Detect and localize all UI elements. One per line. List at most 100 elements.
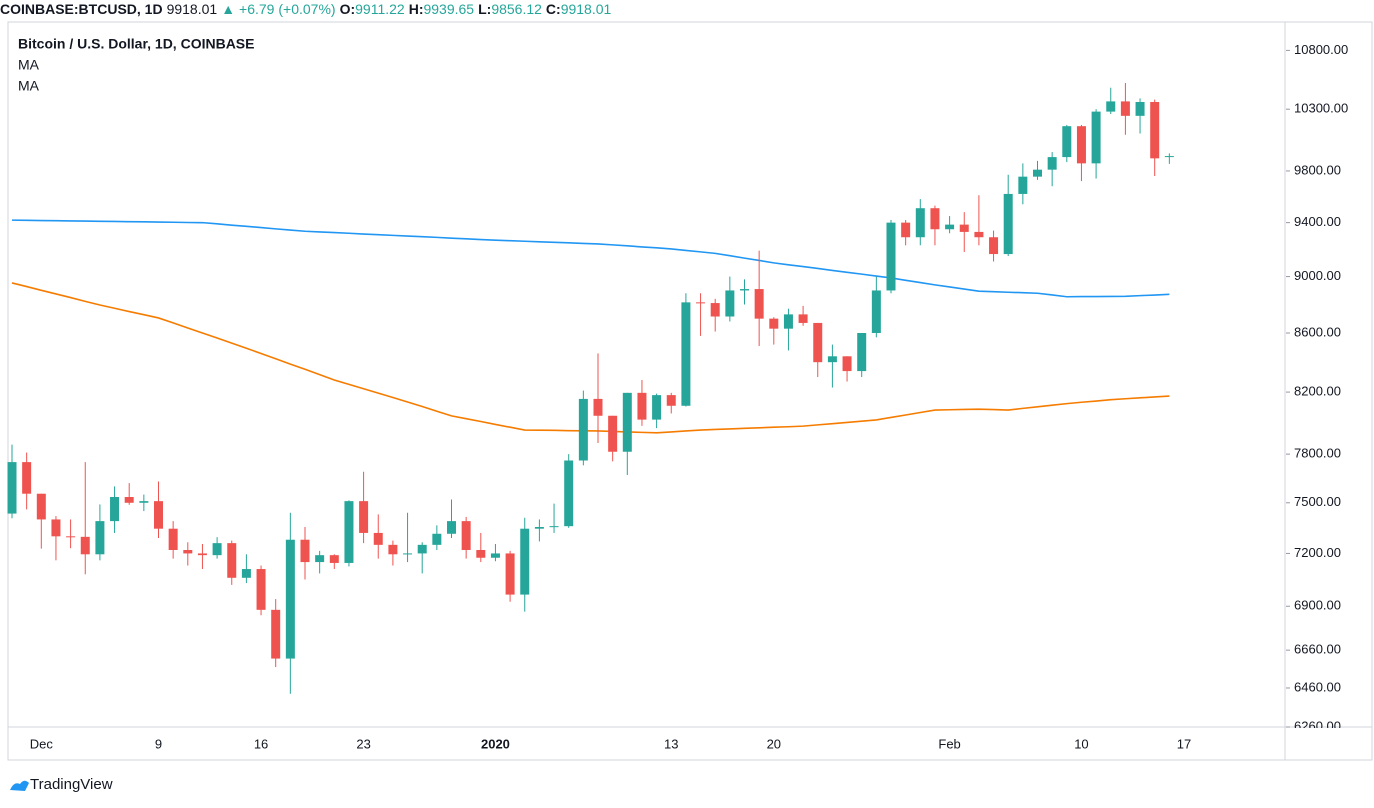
x-tick-label: 23 [356,736,370,751]
x-tick-label: Dec [30,736,54,751]
candle-body [139,501,149,503]
candle-body [344,501,354,563]
candle-body [95,521,105,555]
close-label: C: [545,1,561,17]
candle-body [66,536,76,538]
high-label: H: [408,1,424,17]
low-label: L: [478,1,492,17]
brand: TradingView [30,776,113,793]
candle-body [1018,176,1028,194]
x-tick-label: 17 [1177,736,1191,751]
candle-body [300,539,310,563]
candle-body [124,497,134,503]
candle-body [227,543,237,578]
candle-body [183,549,193,554]
candle-body [490,553,500,558]
candle-body [637,392,647,420]
chart-title: Bitcoin / U.S. Dollar, 1D, COINBASE [18,36,254,52]
candle-body [505,553,515,595]
candle-body [608,415,618,452]
candle-body [1047,157,1057,170]
y-tick-label: 6460.00 [1294,679,1341,694]
candle-body [80,536,90,555]
candle-body [886,222,896,291]
logo-icon [10,780,29,791]
time-axis: Dec 9 16 23 2020 13 20 Feb 10 17 [30,736,1191,751]
candle-body [710,303,720,317]
candle-body [827,356,837,363]
candle-body [241,569,251,578]
candle-body [373,532,383,545]
candle-body [315,555,325,563]
candle-body [1150,101,1160,159]
candle-body [740,289,749,291]
x-tick-label: 13 [664,736,678,751]
up-arrow: ▲ [221,1,236,17]
candle-body [549,526,559,528]
candle-body [915,208,925,238]
candle-body [212,543,222,556]
candle-body [1003,193,1013,255]
candle-body [930,208,940,230]
y-tick-label: 7200.00 [1294,545,1341,560]
legend-entry: MA [18,57,40,73]
candle-body [154,501,163,529]
price-axis: 10800.00 10300.00 9800.00 9400.00 9000.00 860… [1286,42,1348,728]
candle-body [329,555,339,563]
candle-body [769,318,779,329]
candle-body [798,314,808,323]
x-tick-label: 9 [155,736,162,751]
candle-body [1120,101,1130,116]
candle-body [857,332,867,372]
candle-body [461,521,471,550]
last-price: 9918.01 [166,1,218,17]
candle-body [666,395,676,406]
candle-body [578,398,588,461]
candle-body [7,462,17,514]
candle-body [974,231,984,238]
x-tick-label: 16 [254,736,268,751]
change: +6.79 (+0.07%) [239,1,336,17]
candle-body [403,553,413,555]
y-tick-label: 10300.00 [1294,101,1348,116]
candle-body [696,302,706,304]
candle-body [476,549,486,558]
candle-body [110,497,120,522]
candle-body [285,539,295,659]
y-tick-label: 7800.00 [1294,446,1341,461]
x-tick-label: Feb [938,736,960,751]
ma-line [11,219,1170,298]
candle-body [622,392,632,452]
open-label: O: [339,1,356,17]
frame [7,21,1373,761]
candle-body [842,356,852,372]
y-tick-label: 6900.00 [1294,598,1341,613]
ma-line [11,282,1170,434]
candle-body [959,224,969,232]
candle-body [534,527,544,529]
candle-body [593,398,603,416]
candle-body [681,302,691,406]
y-tick-label: 9800.00 [1294,162,1341,177]
candle-body [783,314,793,329]
y-tick-label: 8200.00 [1294,384,1341,399]
candle-body [725,290,735,317]
candle-body [417,544,427,554]
symbol: COINBASE:BTCUSD, 1D [0,1,163,17]
candle-body [388,544,398,555]
candle-body [989,237,999,255]
legend-entry: MA [18,78,40,94]
candle-body [271,609,281,659]
candle-body [945,224,955,230]
candle-body [51,519,61,537]
candle-body [813,322,823,363]
y-tick-label: 10800.00 [1294,42,1348,57]
high-value: 9939.65 [423,1,475,17]
candle-body [1076,126,1086,164]
candle-body [1164,156,1174,158]
candle-body [197,553,207,556]
symbol-header: COINBASE:BTCUSD, 1D 9918.01 ▲ +6.79 (+0.… [0,0,615,18]
candle-body [871,290,881,333]
candle-body [1033,169,1042,177]
